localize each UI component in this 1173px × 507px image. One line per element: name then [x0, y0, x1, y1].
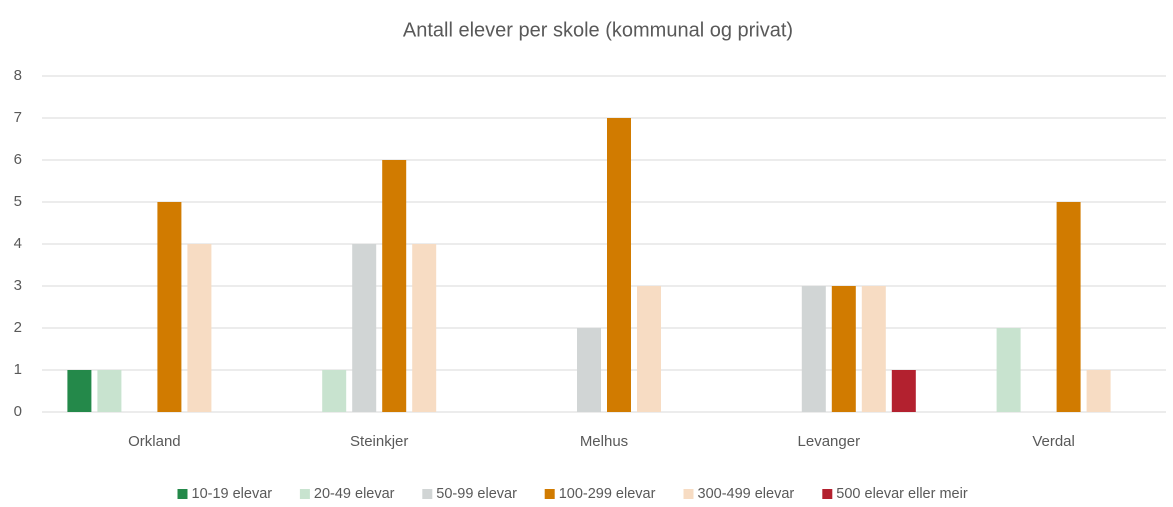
- legend-swatch: [422, 489, 433, 499]
- bar: [831, 286, 856, 412]
- x-tick-label: Verdal: [1032, 433, 1075, 450]
- bar: [801, 286, 826, 412]
- bar: [157, 202, 182, 412]
- bar: [352, 244, 377, 412]
- y-tick-label: 3: [14, 277, 22, 294]
- y-tick-label: 7: [14, 109, 22, 126]
- bar: [187, 244, 212, 412]
- chart-title: Antall elever per skole (kommunal og pri…: [403, 19, 793, 41]
- bar: [1086, 370, 1111, 412]
- bar: [97, 370, 122, 412]
- bar: [1056, 202, 1081, 412]
- bar: [891, 370, 916, 412]
- legend-swatch: [177, 489, 188, 499]
- legend-label: 100-299 elevar: [559, 486, 656, 502]
- x-tick-label: Orkland: [128, 433, 181, 450]
- legend-label: 20-49 elevar: [314, 486, 395, 502]
- bar: [382, 160, 407, 412]
- legend-label: 300-499 elevar: [698, 486, 795, 502]
- bar: [67, 370, 92, 412]
- y-tick-label: 1: [14, 361, 22, 378]
- bar: [577, 328, 601, 412]
- bar: [861, 286, 886, 412]
- legend-swatch: [299, 489, 310, 499]
- bar: [637, 286, 661, 412]
- y-tick-label: 4: [14, 235, 22, 252]
- y-tick-label: 5: [14, 193, 22, 210]
- x-tick-label: Melhus: [580, 433, 628, 450]
- legend-label: 500 elevar eller meir: [836, 486, 968, 502]
- y-tick-label: 0: [14, 403, 22, 420]
- y-tick-label: 2: [14, 319, 22, 336]
- x-tick-label: Levanger: [798, 433, 861, 450]
- bar: [412, 244, 437, 412]
- legend-swatch: [683, 489, 694, 499]
- legend-swatch: [544, 489, 555, 499]
- y-tick-label: 6: [14, 151, 22, 168]
- y-tick-label: 8: [14, 67, 22, 84]
- bar: [322, 370, 347, 412]
- x-tick-label: Steinkjer: [350, 433, 408, 450]
- bar: [607, 118, 631, 412]
- legend-swatch: [822, 489, 833, 499]
- legend-label: 50-99 elevar: [436, 486, 517, 502]
- bar: [996, 328, 1021, 412]
- legend-label: 10-19 elevar: [192, 486, 273, 502]
